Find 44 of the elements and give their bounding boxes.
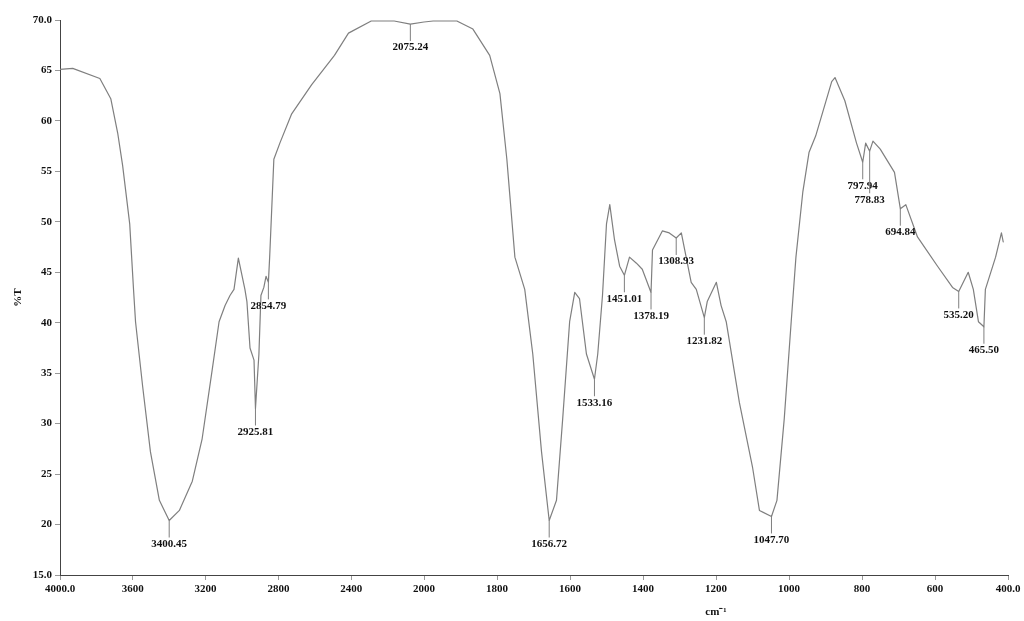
annotation: 1656.72 [531,536,568,549]
x-tick-label: 2000 [413,582,436,595]
x-tick-label: 2400 [340,582,363,595]
annotation: 778.83 [854,192,886,205]
y-tick-label: 25 [41,466,53,479]
x-tick-label: 4000.0 [44,582,76,595]
x-tick-label: 600 [926,582,944,595]
x-tick-label: 800 [853,582,871,595]
x-tick-label: 3600 [121,582,145,595]
x-axis-title: cm⁻¹ [705,605,727,618]
y-tick-label: 65 [41,63,53,76]
y-tick-label: 40 [41,315,53,328]
x-tick-label: 2800 [267,582,290,595]
annotation: 1533.16 [576,395,613,408]
annotation: 465.50 [968,343,1000,356]
y-tick-label: 35 [41,366,53,379]
x-tick-label: 1000 [778,582,801,595]
x-tick-label: 400.0 [995,582,1021,595]
annotation: 1378.19 [633,308,670,321]
annotation: 1231.82 [686,334,723,347]
annotation: 1308.93 [658,254,695,267]
annotation: 2854.79 [250,298,287,311]
annotation: 1451.01 [606,291,643,304]
annotation: 3400.45 [151,536,188,549]
y-tick-label: 50 [41,214,53,227]
annotation: 797.94 [847,178,879,191]
x-tick-label: 1400 [632,582,655,595]
annotation: 694.84 [885,225,916,238]
x-tick-label: 1200 [705,582,728,595]
x-tick-label: 3200 [194,582,218,595]
annotation: 1047.70 [753,532,790,545]
x-tick-label: 1600 [559,582,582,595]
y-tick-label: 60 [41,113,53,126]
x-tick-label: 1800 [486,582,509,595]
y-tick-label: 20 [41,517,53,530]
annotation: 535.20 [943,307,975,320]
y-tick-label: 70.0 [32,12,53,25]
y-tick-label: 45 [41,265,53,278]
y-tick-label: 55 [41,164,53,177]
y-tick-label: 15.0 [32,567,53,580]
y-axis-title: %T [11,287,24,307]
y-tick-label: 30 [41,416,53,429]
annotation: 2925.81 [237,424,274,437]
annotation: 2075.24 [392,40,429,53]
